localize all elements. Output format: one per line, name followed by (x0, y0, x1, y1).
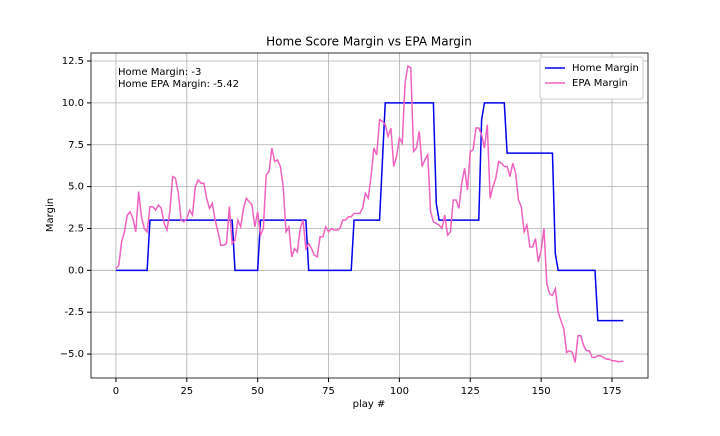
x-tick-label: 25 (180, 386, 193, 397)
y-tick-label: 7.5 (68, 140, 84, 151)
x-tick-label: 0 (113, 386, 119, 397)
x-axis-label: play # (353, 399, 386, 410)
annotation: Home EPA Margin: -5.42 (118, 79, 239, 90)
annotation: Home Margin: -3 (118, 67, 201, 78)
y-tick-label: -2.5 (64, 307, 84, 318)
y-tick-label: −5.0 (60, 349, 84, 360)
x-tick-label: 175 (602, 386, 621, 397)
legend-label: EPA Margin (572, 78, 628, 89)
series-line (115, 102, 624, 322)
x-tick-label: 100 (390, 386, 409, 397)
chart-title: Home Score Margin vs EPA Margin (266, 35, 472, 49)
plot-frame (90, 52, 649, 379)
x-tick-label: 150 (532, 386, 551, 397)
y-tick-label: 2.5 (68, 223, 84, 234)
legend-label: Home Margin (572, 63, 639, 74)
legend-box (539, 56, 644, 100)
x-tick-label: 125 (461, 386, 480, 397)
y-tick-label: 12.5 (62, 56, 84, 67)
y-tick-label: 0.0 (68, 265, 84, 276)
series-line (115, 64, 624, 363)
y-tick-label: 5.0 (68, 182, 84, 193)
x-tick-label: 75 (322, 386, 335, 397)
y-tick-label: 10.0 (62, 98, 84, 109)
x-tick-label: 50 (251, 386, 264, 397)
y-axis-label: Margin (45, 198, 56, 232)
